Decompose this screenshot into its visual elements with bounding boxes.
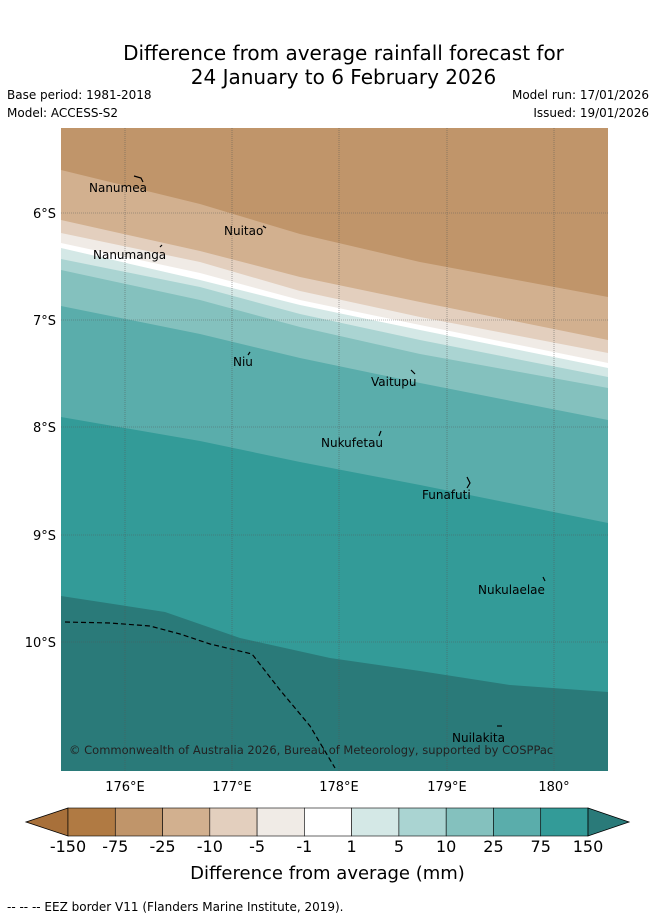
colorbar-tick-label: 5 [393,837,404,856]
contour-bands: Nanumea Nuitao Nanumanga Niu Vaitupu Nuk… [61,128,608,771]
colorbar-swatch [398,807,447,837]
place-label-nanumanga: Nanumanga [93,248,166,262]
eez-border [64,621,336,769]
island-vaitupu [410,369,416,375]
colorbar-tick-label: 10 [435,837,457,856]
island-nanumanga [159,244,163,248]
lat-label-7s: 7°S [33,314,56,329]
lat-label-8s: 8°S [33,421,56,436]
place-label-funafuti: Funafuti [422,488,471,502]
colorbar-tick-label: 25 [483,837,504,856]
colorbar-tick-label: -150 [49,837,87,856]
colorbar-tick-label: -1 [296,837,313,856]
colorbar-tick-label: -5 [249,837,266,856]
colorbar-swatch [351,807,400,837]
islands [133,175,546,727]
place-label-nuilakita: Nuilakita [452,731,505,745]
title-line-2: 24 January to 6 February 2026 [190,65,497,89]
issued-label: Issued: 19/01/2026 [533,106,649,120]
lon-label-176e: 176°E [105,780,145,795]
colorbar-swatch [445,807,494,837]
band-above-150 [61,596,608,771]
colorbar-tick-label: -25 [149,837,176,856]
colorbar-tick-label: 150 [572,837,604,856]
place-label-niu: Niu [233,355,253,369]
lon-label-177e: 177°E [212,780,252,795]
lon-label-178e: 178°E [319,780,359,795]
model-label: Model: ACCESS-S2 [7,106,119,120]
colorbar-label: Difference from average (mm) [190,863,465,884]
colorbar-swatch [540,807,589,837]
island-funafuti [466,476,471,489]
colorbar [24,807,631,837]
lat-label-10s: 10°S [25,636,56,651]
lat-label-6s: 6°S [33,207,56,222]
place-label-nukulaelae: Nukulaelae [478,583,545,597]
colorbar-swatch [304,807,352,837]
colorbar-swatch [209,807,258,837]
colorbar-swatch [493,807,542,837]
island-nukulaelae [542,576,546,582]
place-label-nuitao: Nuitao [224,224,263,238]
island-nukufetau [378,430,382,437]
eez-footnote: -- -- -- EEZ border V11 (Flanders Marine… [7,900,344,914]
colorbar-arrow-low [24,807,69,837]
colorbar-tick-label: 75 [530,837,551,856]
colorbar-tick-label: 1 [346,837,357,856]
place-label-nanumea: Nanumea [89,181,147,195]
lon-label-179e: 179°E [427,780,467,795]
colorbar-swatch [114,807,163,837]
title-line-1: Difference from average rainfall forecas… [123,41,564,65]
colorbar-swatch [162,807,211,837]
place-label-vaitupu: Vaitupu [371,375,417,389]
island-nuitao [262,225,267,229]
colorbar-tick-label: -75 [102,837,129,856]
island-niu [247,351,251,356]
island-nanumea [133,175,144,183]
colorbar-tick-label: -10 [196,837,223,856]
base-period-label: Base period: 1981-2018 [7,88,152,102]
copyright-note: © Commonwealth of Australia 2026, Bureau… [69,743,553,757]
colorbar-swatch [256,807,305,837]
lon-label-180: 180° [538,780,569,795]
colorbar-swatch [67,807,116,837]
place-label-nukufetau: Nukufetau [321,436,383,450]
lat-label-9s: 9°S [33,529,56,544]
model-run-label: Model run: 17/01/2026 [511,88,649,102]
colorbar-arrow-high [587,807,631,837]
